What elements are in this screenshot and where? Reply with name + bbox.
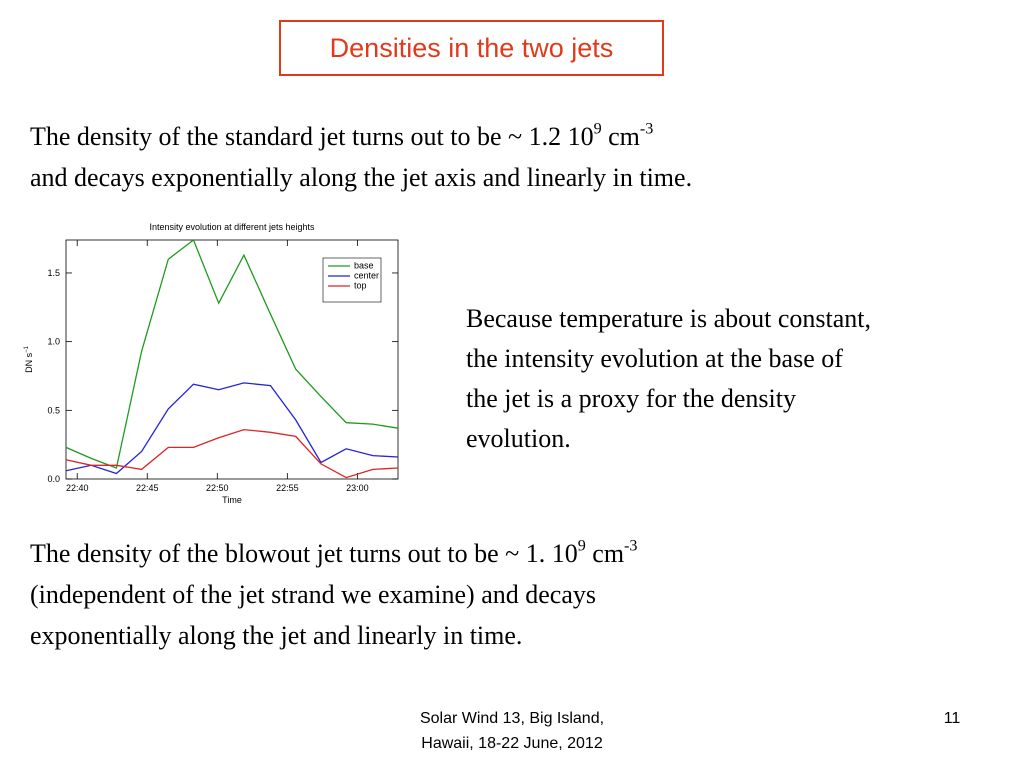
text-run: and decays exponentially along the jet a…: [30, 163, 693, 192]
slide-title: Densities in the two jets: [279, 20, 664, 76]
text-run: The density of the blowout jet turns out…: [30, 539, 578, 568]
text-run: Because temperature is about constant,: [466, 304, 872, 333]
y-tick-label: 1.0: [47, 337, 60, 347]
paragraph: The density of the blowout jet turns out…: [30, 533, 637, 656]
legend-box: [322, 257, 382, 303]
legend-label: center: [354, 271, 379, 281]
text-run: evolution.: [466, 424, 571, 453]
chart-title: Intensity evolution at different jets he…: [150, 222, 315, 232]
text-run: The density of the standard jet turns ou…: [30, 122, 594, 151]
text-line: Because temperature is about constant,: [466, 299, 871, 339]
text-line: exponentially along the jet and linearly…: [30, 615, 637, 656]
series-line: [65, 382, 399, 475]
text-run: cm: [601, 122, 640, 151]
legend-label: base: [354, 261, 374, 271]
paragraph: The density of the standard jet turns ou…: [30, 116, 692, 198]
text-run: (independent of the jet strand we examin…: [30, 580, 596, 609]
x-tick-label: 22:50: [206, 483, 229, 493]
superscript: -3: [639, 120, 654, 138]
y-axis-label: DN s−1: [24, 345, 34, 373]
y-tick-label: 0.5: [47, 405, 60, 415]
y-tick-label: 0.0: [47, 474, 60, 484]
series-line: [65, 428, 399, 479]
text-line: (independent of the jet strand we examin…: [30, 574, 637, 615]
text-line: evolution.: [466, 419, 871, 459]
superscript: 9: [593, 120, 602, 138]
footer-line: Solar Wind 13, Big Island,: [419, 710, 605, 727]
text-line: The density of the blowout jet turns out…: [30, 533, 637, 574]
x-axis-label: Time: [222, 495, 242, 505]
text-line: The density of the standard jet turns ou…: [30, 116, 692, 157]
text-run: the intensity evolution at the base of: [466, 344, 843, 373]
y-tick-label: 1.5: [47, 268, 60, 278]
footer: Solar Wind 13, Big Island, Hawaii, 18-22…: [362, 706, 662, 756]
text-line: and decays exponentially along the jet a…: [30, 157, 692, 198]
text-run: cm: [585, 539, 625, 568]
text-line: the intensity evolution at the base of: [466, 339, 871, 379]
superscript: 9: [577, 537, 586, 555]
legend-label: top: [354, 281, 367, 291]
series-line: [65, 238, 399, 469]
text-run: exponentially along the jet and linearly…: [30, 621, 523, 650]
y-axis-label-text: DN s: [24, 352, 34, 372]
x-tick-label: 23:00: [346, 483, 369, 493]
chart: Intensity evolution at different jets he…: [24, 222, 399, 505]
footer-line: Hawaii, 18-22 June, 2012: [421, 735, 603, 752]
text-line: the jet is a proxy for the density: [466, 379, 871, 419]
paragraph: Because temperature is about constant, th…: [466, 299, 871, 459]
text-run: the jet is a proxy for the density: [466, 384, 796, 413]
superscript: -3: [624, 537, 638, 555]
x-tick-label: 22:40: [66, 483, 89, 493]
plot-frame: [65, 239, 399, 480]
x-tick-label: 22:45: [136, 483, 159, 493]
y-axis-label-sup: −1: [24, 345, 30, 353]
x-tick-label: 22:55: [276, 483, 299, 493]
page-number: 11: [943, 710, 961, 727]
